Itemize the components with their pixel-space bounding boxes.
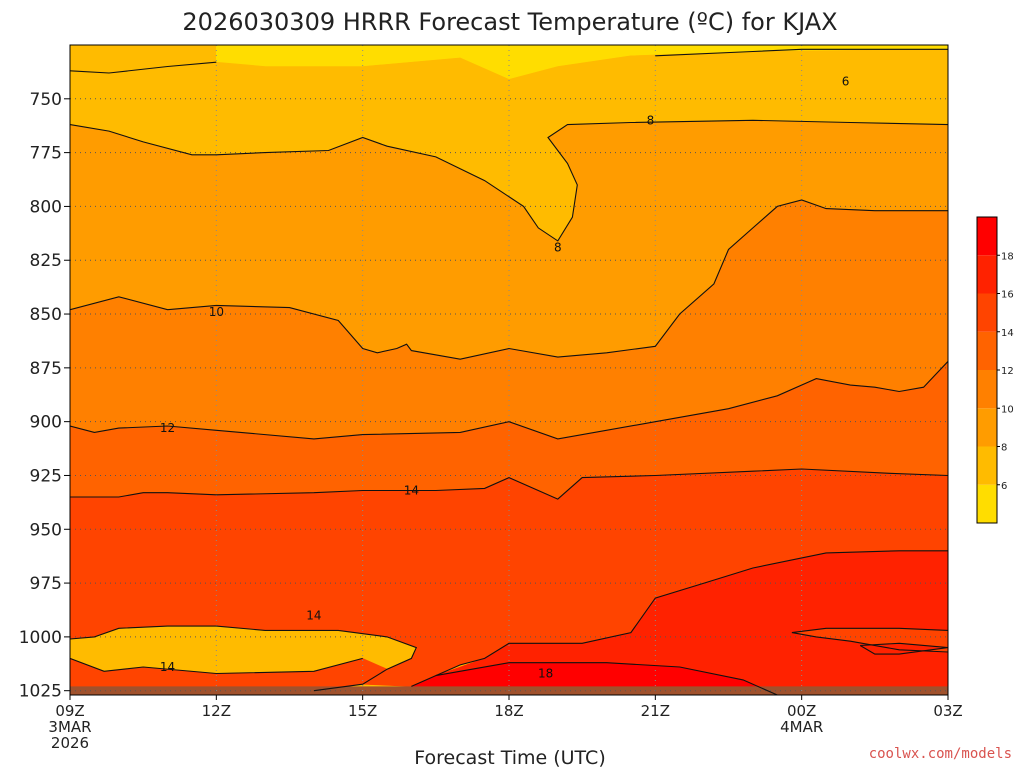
x-tick-sublabel: 4MAR	[780, 718, 823, 736]
chart-title: 2026030309 HRRR Forecast Temperature (ºC…	[182, 8, 837, 36]
y-tick-label: 1000	[19, 628, 62, 648]
colorbar-swatch	[977, 446, 997, 485]
colorbar-swatch	[977, 331, 997, 370]
contour-label: 6	[842, 75, 850, 89]
y-tick-label: 900	[30, 413, 62, 433]
x-tick-label: 00Z	[787, 702, 816, 720]
contour-label: 12	[160, 421, 175, 435]
y-tick-label: 875	[30, 359, 62, 379]
x-tick-label: 09Z	[55, 702, 84, 720]
contour-line	[435, 662, 778, 695]
x-tick-label: 21Z	[641, 702, 670, 720]
contour-line	[70, 361, 948, 440]
contour-label: 18	[538, 666, 553, 680]
contour-line	[791, 627, 948, 653]
contour-line	[70, 468, 948, 500]
y-tick-label: 925	[30, 466, 62, 486]
colorbar-label: 14	[1001, 328, 1014, 339]
y-axis: 750 775 800 825 850 875 900 925 950 975 1000 1025	[19, 90, 70, 702]
y-tick-label: 825	[30, 251, 62, 271]
contour-label: 14	[160, 660, 175, 674]
y-tick-label: 1025	[19, 682, 62, 702]
x-tick-sublabel: 2026	[51, 734, 89, 752]
colorbar-swatch	[977, 408, 997, 447]
x-axis-label: Forecast Time (UTC)	[414, 747, 605, 768]
contour-lines	[70, 48, 948, 695]
y-tick-label: 800	[30, 197, 62, 217]
colorbar-label: 8	[1001, 443, 1007, 454]
colorbar-swatch	[977, 370, 997, 409]
contour-line	[70, 199, 948, 360]
colorbar-swatch	[977, 255, 997, 294]
contour-line	[70, 119, 948, 242]
colorbar-label: 16	[1001, 290, 1014, 301]
grid-lines	[70, 45, 948, 695]
x-tick-label: 12Z	[202, 702, 231, 720]
x-tick-label: 18Z	[494, 702, 523, 720]
contour-label: 14	[404, 484, 419, 498]
contour-label: 10	[209, 305, 224, 319]
plot-area: 6 8 8 10 12 14 14 14 18	[70, 45, 948, 695]
colorbar-label: 18	[1001, 251, 1014, 262]
y-tick-label: 950	[30, 520, 62, 540]
colorbar-label: 10	[1001, 404, 1014, 415]
y-tick-label: 750	[30, 90, 62, 110]
colorbar-label: 6	[1001, 481, 1007, 492]
colorbar-label: 12	[1001, 366, 1014, 377]
contour-line	[411, 550, 948, 687]
contour-label: 8	[647, 113, 655, 127]
y-tick-label: 850	[30, 305, 62, 325]
contour-label: 8	[554, 240, 562, 254]
contour-labels: 6 8 8 10 12 14 14 14 18	[160, 75, 850, 681]
contour-line	[859, 642, 948, 655]
contour-line	[70, 61, 217, 74]
x-tick-label: 03Z	[933, 702, 962, 720]
credit-text: coolwx.com/models	[869, 746, 1012, 762]
x-tick-sublabel: 3MAR	[48, 718, 91, 736]
contour-line	[70, 657, 363, 675]
colorbar-swatch	[977, 217, 997, 256]
colorbar: 6 8 10 12 14 16 18	[976, 216, 1014, 524]
y-tick-label: 775	[30, 144, 62, 164]
colorbar-swatch	[977, 484, 997, 523]
colorbar-swatch	[977, 293, 997, 332]
contour-line	[655, 48, 948, 57]
x-tick-label: 15Z	[348, 702, 377, 720]
y-tick-label: 975	[30, 574, 62, 594]
contour-label: 14	[306, 608, 321, 622]
contour-line	[70, 625, 418, 692]
